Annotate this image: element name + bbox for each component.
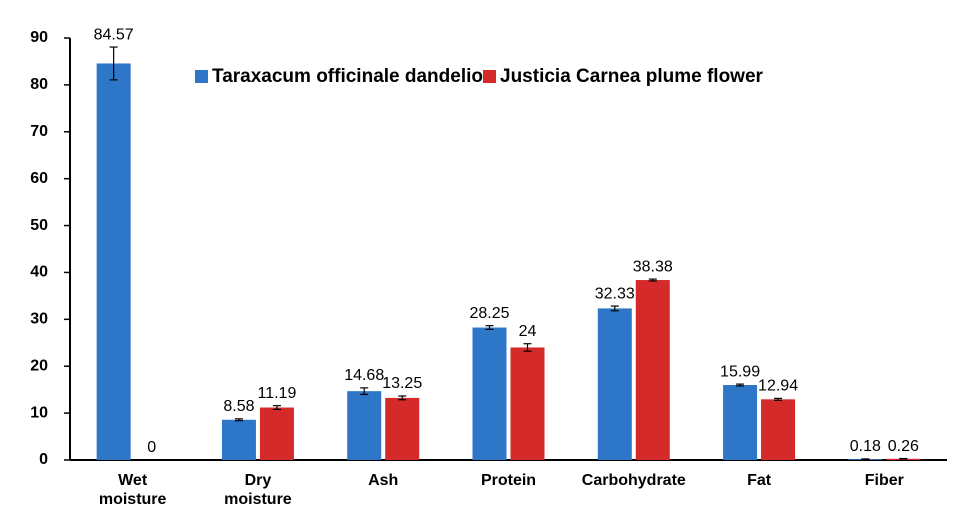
bar (347, 391, 382, 460)
data-label: 0 (147, 439, 156, 456)
data-label: 13.25 (382, 375, 422, 392)
bar (635, 280, 670, 460)
y-tick-label: 20 (30, 357, 48, 374)
x-tick-label: Carbohydrate (581, 472, 686, 489)
data-label: 11.19 (257, 385, 296, 402)
x-tick-label: Protein (480, 472, 537, 489)
y-tick-label: 30 (30, 311, 48, 328)
data-label: 15.99 (720, 363, 760, 380)
data-label: 28.25 (469, 305, 509, 322)
y-tick-label: 60 (30, 170, 48, 187)
x-tick-label: Ash (368, 472, 399, 489)
x-tick-label: Fat (747, 472, 772, 489)
legend-label: Justicia Carnea plume flower (500, 66, 764, 87)
y-tick-label: 80 (30, 76, 48, 93)
bar (472, 327, 507, 460)
legend-swatch (483, 70, 496, 83)
bar (221, 419, 256, 460)
data-label: 12.94 (758, 378, 798, 395)
y-tick-label: 70 (30, 123, 48, 140)
bar (96, 63, 131, 461)
data-label: 8.58 (223, 398, 254, 415)
x-tick-label: Dry moisture (224, 472, 292, 508)
bar (761, 399, 796, 460)
y-tick-label: 0 (39, 451, 48, 468)
bar (510, 347, 545, 460)
data-label: 38.38 (633, 258, 673, 275)
y-tick-label: 50 (30, 217, 48, 234)
legend-swatch (195, 70, 208, 83)
data-label: 14.68 (344, 367, 384, 384)
data-label: 0.18 (850, 438, 881, 455)
y-tick-label: 90 (30, 29, 48, 46)
bar (723, 385, 758, 460)
bar (597, 308, 632, 460)
legend-label: Taraxacum officinale dandelion (212, 66, 495, 87)
data-label: 24 (519, 323, 537, 340)
y-tick-label: 40 (30, 264, 48, 281)
x-tick-label: Fiber (864, 472, 904, 489)
data-label: 32.33 (595, 285, 635, 302)
data-label: 84.57 (94, 26, 134, 43)
bar (385, 397, 420, 460)
bar (259, 407, 294, 460)
y-tick-label: 10 (30, 404, 48, 421)
data-label: 0.26 (888, 438, 919, 455)
x-tick-label: Wet moisture (98, 472, 167, 508)
